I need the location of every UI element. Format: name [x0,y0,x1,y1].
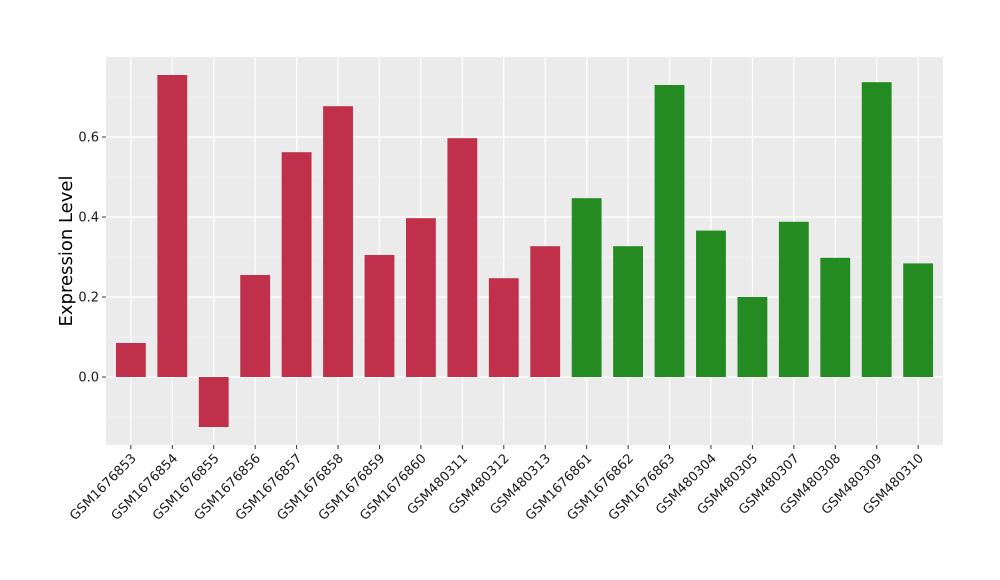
bar-gsm480308 [820,257,851,377]
bar-gsm1676862 [613,246,644,377]
bar-gsm480310 [903,263,934,377]
bar-gsm480305 [737,297,768,377]
y-axis-title: Expression Level [56,176,77,327]
y-tick-label: 0.6 [78,131,99,146]
plot-panel [106,57,943,445]
bar-gsm480312 [488,278,519,377]
bar-gsm1676859 [364,255,395,377]
y-axis: 0.0 0.2 0.4 0.6 [78,131,106,386]
bar-gsm480313 [530,246,561,377]
bar-gsm480311 [447,138,478,377]
bar-gsm1676856 [240,275,271,377]
bar-gsm1676863 [654,85,685,377]
bar-gsm480307 [778,221,809,377]
y-tick-label: 0.2 [78,291,99,306]
bar-gsm1676855 [198,377,229,427]
y-tick-label: 0.0 [78,371,99,386]
bar-gsm1676861 [571,198,602,377]
bars [115,75,934,427]
x-axis: GSM1676853GSM1676854GSM1676855GSM1676856… [67,445,927,524]
y-tick-label: 0.4 [78,211,99,226]
bar-gsm1676857 [281,152,312,377]
bar-gsm1676858 [323,106,353,377]
bar-gsm1676860 [405,218,436,377]
bar-gsm1676853 [115,343,146,377]
bar-gsm480309 [861,82,892,377]
bar-gsm1676854 [157,75,188,377]
bar-gsm480304 [696,230,726,377]
